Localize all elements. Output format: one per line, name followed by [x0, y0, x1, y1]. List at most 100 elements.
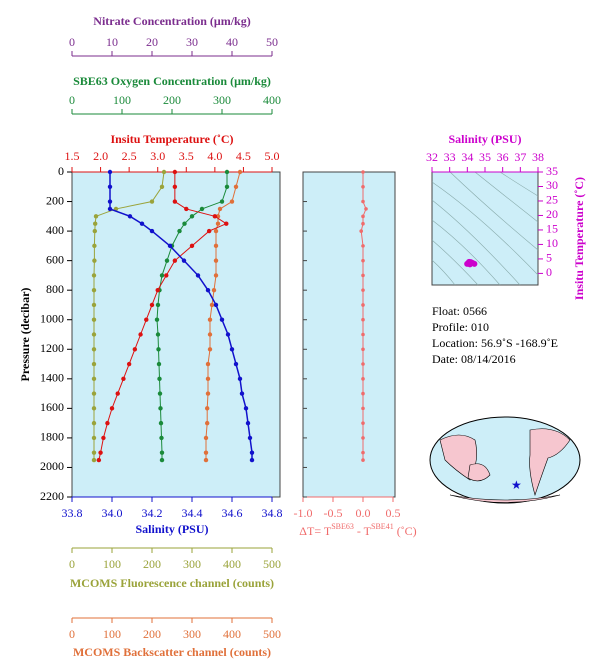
difference-point	[361, 303, 365, 307]
profile-point	[205, 361, 211, 367]
profile-point	[92, 243, 97, 249]
profile-point	[205, 391, 211, 396]
profile-point	[92, 228, 98, 234]
y-tick-label: 1600	[40, 400, 64, 414]
profile-point	[224, 169, 230, 175]
profile-point	[184, 206, 189, 212]
profile-point	[219, 199, 225, 204]
y-tick-label: 1000	[40, 311, 64, 325]
profile-point	[203, 435, 209, 441]
profile-point	[205, 406, 210, 411]
x-tick-label: 400	[223, 627, 241, 641]
profile-point	[213, 258, 219, 263]
profile-point	[96, 457, 102, 463]
profile-point	[172, 258, 178, 263]
x-tick-label: 20	[146, 35, 158, 49]
difference-point	[361, 221, 365, 226]
profile-point	[219, 317, 225, 322]
profile-point	[91, 302, 97, 308]
profile-point	[105, 420, 110, 426]
profile-point	[101, 435, 106, 441]
ts-box	[431, 171, 539, 286]
profile-point	[224, 184, 230, 189]
profile-point	[233, 361, 239, 367]
difference-point	[361, 362, 365, 366]
profile-point	[91, 391, 97, 396]
axis-title: MCOMS Backscatter channel (counts)	[73, 645, 271, 659]
axis-title-part: (˚C)	[394, 524, 417, 538]
profile-point	[203, 450, 209, 455]
world-map: ★	[429, 416, 581, 504]
x-tick-label: 32	[426, 150, 438, 164]
y-tick-label: 1200	[40, 341, 64, 355]
x-tick-label: 33.8	[62, 506, 83, 520]
y-tick-label: 2000	[40, 459, 64, 473]
profile-point	[91, 450, 97, 455]
profile-point	[91, 376, 97, 382]
x-tick-label: 3.0	[150, 149, 165, 163]
x-tick-label: 400	[263, 93, 281, 107]
profile-point	[229, 347, 235, 352]
ts-point	[466, 261, 473, 268]
profile-point	[91, 273, 97, 278]
profile-point	[91, 420, 97, 426]
axis-title-part: SBE41	[371, 522, 394, 531]
x-tick-label: 35	[479, 150, 491, 164]
difference-point	[361, 391, 365, 396]
profile-point	[159, 435, 164, 441]
x-tick-label: 4.0	[207, 149, 222, 163]
profile-point	[211, 287, 217, 293]
profile-point	[126, 361, 132, 367]
profile-point	[159, 457, 165, 463]
profile-point	[237, 376, 243, 382]
profile-point	[161, 169, 167, 175]
profile-point	[182, 221, 187, 226]
profile-point	[157, 376, 162, 382]
x-tick-label: 50	[266, 35, 278, 49]
profile-point	[155, 332, 161, 337]
x-tick-label: 100	[103, 627, 121, 641]
profile-point	[177, 228, 182, 234]
axis-title: Salinity (PSU)	[135, 522, 208, 536]
profile-point	[224, 221, 229, 226]
x-tick-label: 10	[106, 35, 118, 49]
x-tick-label: 400	[223, 557, 241, 571]
profile-point	[209, 302, 215, 308]
y-tick-label: 35	[546, 164, 558, 178]
y-tick-label: 15	[546, 222, 558, 236]
profile-point	[229, 199, 235, 204]
axis-title-part: SBE63	[331, 522, 354, 531]
profile-point	[189, 243, 195, 249]
axis-title: Nitrate Concentration (μm/kg)	[93, 14, 250, 28]
profile-point	[245, 420, 251, 426]
profile-point	[139, 221, 145, 226]
profile-point	[144, 317, 149, 322]
profile-point	[91, 287, 97, 293]
profile-point	[207, 317, 213, 322]
y-tick-label: 25	[546, 193, 558, 207]
difference-point	[361, 273, 365, 278]
profile-point	[92, 258, 97, 263]
axis-title-part: - T	[354, 524, 372, 538]
x-tick-label: 36	[497, 150, 509, 164]
y-tick-label: 200	[46, 193, 64, 207]
difference-point	[359, 229, 364, 233]
info-line: Date: 08/14/2016	[432, 352, 516, 366]
info-line: Profile: 010	[432, 320, 489, 334]
difference-point	[361, 406, 365, 411]
profile-point	[132, 347, 138, 352]
profile-point	[213, 273, 219, 278]
profile-point	[159, 273, 165, 278]
profile-point	[159, 450, 165, 455]
x-tick-label: -1.0	[294, 506, 313, 520]
profile-point	[225, 332, 231, 337]
profile-point	[157, 391, 163, 396]
profile-point	[159, 184, 165, 189]
x-tick-label: 0	[69, 557, 75, 571]
x-tick-label: 500	[263, 627, 281, 641]
profile-point	[156, 361, 162, 367]
x-tick-label: 1.5	[65, 149, 80, 163]
profile-point	[107, 206, 113, 212]
profile-point	[213, 302, 219, 308]
